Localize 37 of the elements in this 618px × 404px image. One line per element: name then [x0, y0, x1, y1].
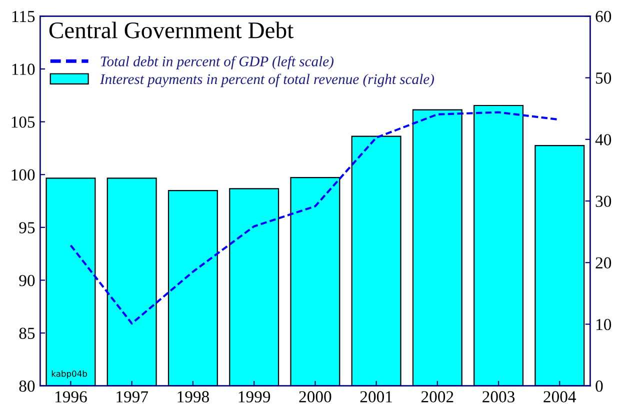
x-tick-label: 1998 — [178, 391, 209, 402]
x-tick-label: 2002 — [421, 391, 454, 402]
y-tick-label: 100 — [12, 169, 35, 181]
y2-tick-label: 60 — [596, 10, 612, 22]
x-tick-label: 2003 — [482, 391, 515, 402]
y-tick-label: 85 — [19, 328, 35, 339]
bar — [412, 109, 462, 386]
y-tick-label: 80 — [19, 380, 35, 392]
x-tick-label: 1997 — [116, 391, 148, 402]
bar — [106, 178, 157, 386]
y-tick-label: 105 — [12, 116, 35, 128]
bar — [474, 104, 524, 386]
bar — [290, 177, 340, 386]
y2-tick-label: 50 — [596, 72, 612, 84]
x-tick-label: 1999 — [238, 391, 270, 402]
y-tick-label: 110 — [12, 64, 35, 75]
legend-label: Total debt in percent of GDP (left scale) — [100, 56, 334, 70]
x-tick-label: 2000 — [299, 391, 332, 402]
y2-tick-label: 10 — [596, 318, 612, 330]
y-tick-label: 115 — [12, 10, 35, 22]
y2-tick-label: 0 — [596, 380, 603, 392]
y2-tick-label: 20 — [596, 257, 612, 269]
bar — [534, 144, 585, 386]
y2-tick-label: 40 — [595, 134, 612, 146]
x-tick-label: 1996 — [56, 391, 87, 402]
bar — [351, 136, 402, 386]
y-tick-label: 90 — [19, 274, 35, 286]
y-tick-label: 95 — [19, 222, 35, 234]
bar — [229, 188, 280, 386]
annotation: kabp04b — [52, 370, 87, 378]
y2-tick-label: 30 — [596, 196, 612, 207]
chart-title: Central Government Debt — [49, 22, 294, 38]
bar — [168, 190, 218, 386]
legend-label: Interest payments in percent of total revenue (right scale) — [100, 74, 434, 88]
x-tick-label: 2001 — [360, 391, 392, 402]
x-tick-label: 2004 — [544, 391, 576, 402]
bar — [46, 178, 96, 386]
